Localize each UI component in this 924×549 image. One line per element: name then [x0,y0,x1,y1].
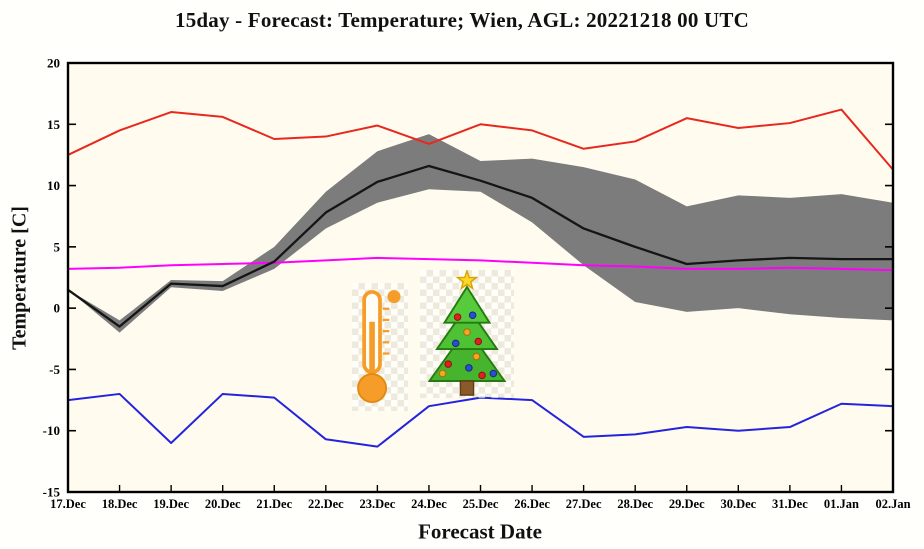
x-tick-label: 21.Dec [256,497,292,511]
chart-title: 15day - Forecast: Temperature; Wien, AGL… [175,8,749,32]
x-tick-label: 20.Dec [205,497,241,511]
y-tick-label: -15 [43,485,61,500]
x-tick-label: 28.Dec [617,497,653,511]
x-tick-label: 29.Dec [669,497,705,511]
x-tick-label: 19.Dec [153,497,189,511]
series-ensemble-mean-line [66,164,895,328]
x-tick-label: 02.Jan [875,497,910,511]
series-climatological-mean-line [67,256,894,272]
y-tick-label: -5 [49,362,60,377]
y-tick-label: 20 [47,56,60,71]
x-tick-label: 01.Jan [824,497,859,511]
y-tick-label: 10 [47,178,60,193]
x-tick-label: 24.Dec [411,497,447,511]
x-tick-label: 22.Dec [308,497,344,511]
x-tick-label: 17.Dec [50,497,86,511]
y-tick-label: 15 [47,117,61,132]
x-tick-label: 27.Dec [566,497,602,511]
y-tick-label: -10 [43,423,60,438]
x-tick-label: 30.Dec [720,497,756,511]
x-axis-label: Forecast Date [418,519,542,544]
christmas-tree-icon [420,268,514,398]
band-ensemble-spread [68,134,893,333]
christmas-tree-graphic [427,268,507,396]
y-tick-label: 5 [54,239,61,254]
thermometer-graphic [357,290,401,403]
series-climatological-max-line [67,108,894,171]
x-tick-label: 31.Dec [772,497,808,511]
y-tick-label: 0 [54,301,61,316]
x-tick-label: 25.Dec [463,497,499,511]
x-tick-label: 18.Dec [102,497,138,511]
x-tick-label: 26.Dec [514,497,550,511]
thermometer-icon [352,283,408,411]
x-tick-label: 23.Dec [360,497,396,511]
